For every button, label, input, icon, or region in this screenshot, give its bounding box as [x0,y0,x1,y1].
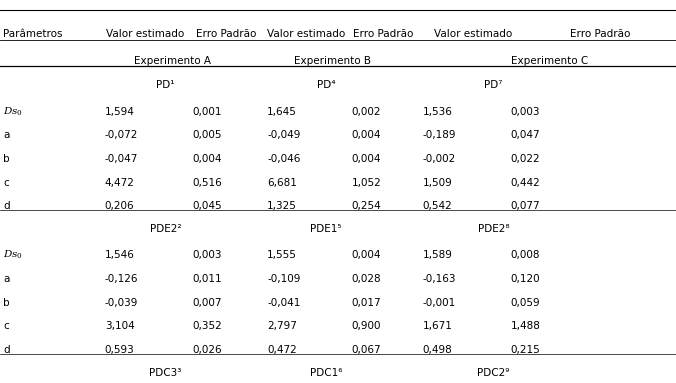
Text: 0,017: 0,017 [352,298,381,308]
Text: -0,126: -0,126 [105,274,139,284]
Text: Erro Padrão: Erro Padrão [196,29,257,39]
Text: a: a [3,274,9,284]
Text: 0,008: 0,008 [510,250,540,260]
Text: 0,352: 0,352 [193,321,222,331]
Text: PDC3³: PDC3³ [149,368,182,378]
Text: 1,052: 1,052 [352,178,381,188]
Text: -0,001: -0,001 [422,298,456,308]
Text: Parâmetros: Parâmetros [3,29,63,39]
Text: Valor estimado: Valor estimado [106,29,185,39]
Text: 0,067: 0,067 [352,345,381,355]
Text: Erro Padrão: Erro Padrão [354,29,414,39]
Text: 0,059: 0,059 [510,298,540,308]
Text: Experimento A: Experimento A [134,56,211,66]
Text: PDE2²: PDE2² [150,224,181,234]
Text: 6,681: 6,681 [267,178,297,188]
Text: 1,325: 1,325 [267,201,297,211]
Text: PDE2⁸: PDE2⁸ [478,224,509,234]
Text: 0,004: 0,004 [352,250,381,260]
Text: 0,011: 0,011 [193,274,222,284]
Text: PD⁷: PD⁷ [484,80,503,90]
Text: b: b [3,154,10,164]
Text: d: d [3,201,10,211]
Text: 1,488: 1,488 [510,321,540,331]
Text: -0,046: -0,046 [267,154,300,164]
Text: c: c [3,178,9,188]
Text: -0,041: -0,041 [267,298,300,308]
Text: 4,472: 4,472 [105,178,135,188]
Text: PDC2⁹: PDC2⁹ [477,368,510,378]
Text: 2,797: 2,797 [267,321,297,331]
Text: 1,536: 1,536 [422,106,452,116]
Text: 0,206: 0,206 [105,201,135,211]
Text: Experimento C: Experimento C [510,56,588,66]
Text: 1,671: 1,671 [422,321,452,331]
Text: -0,109: -0,109 [267,274,300,284]
Text: Valor estimado: Valor estimado [434,29,512,39]
Text: 0,593: 0,593 [105,345,135,355]
Text: 0,077: 0,077 [510,201,540,211]
Text: Valor estimado: Valor estimado [267,29,345,39]
Text: 1,594: 1,594 [105,106,135,116]
Text: 0,542: 0,542 [422,201,452,211]
Text: 0,900: 0,900 [352,321,381,331]
Text: 0,047: 0,047 [510,130,540,140]
Text: $Ds_{0}$: $Ds_{0}$ [3,249,23,262]
Text: a: a [3,130,9,140]
Text: -0,049: -0,049 [267,130,300,140]
Text: d: d [3,345,10,355]
Text: Erro Padrão: Erro Padrão [570,29,630,39]
Text: 0,002: 0,002 [352,106,381,116]
Text: 0,003: 0,003 [193,250,222,260]
Text: 0,004: 0,004 [352,130,381,140]
Text: 0,004: 0,004 [193,154,222,164]
Text: -0,189: -0,189 [422,130,456,140]
Text: 0,516: 0,516 [193,178,222,188]
Text: 0,045: 0,045 [193,201,222,211]
Text: 0,498: 0,498 [422,345,452,355]
Text: c: c [3,321,9,331]
Text: -0,039: -0,039 [105,298,138,308]
Text: -0,002: -0,002 [422,154,456,164]
Text: -0,072: -0,072 [105,130,138,140]
Text: -0,047: -0,047 [105,154,138,164]
Text: 0,003: 0,003 [510,106,540,116]
Text: PDC1⁶: PDC1⁶ [310,368,343,378]
Text: 1,555: 1,555 [267,250,297,260]
Text: PDE1⁵: PDE1⁵ [310,224,342,234]
Text: 0,472: 0,472 [267,345,297,355]
Text: 0,004: 0,004 [352,154,381,164]
Text: 0,001: 0,001 [193,106,222,116]
Text: 1,589: 1,589 [422,250,452,260]
Text: PD¹: PD¹ [156,80,175,90]
Text: 0,442: 0,442 [510,178,540,188]
Text: 0,215: 0,215 [510,345,540,355]
Text: 0,254: 0,254 [352,201,381,211]
Text: 0,022: 0,022 [510,154,540,164]
Text: PD⁴: PD⁴ [317,80,335,90]
Text: 1,509: 1,509 [422,178,452,188]
Text: $Ds_{0}$: $Ds_{0}$ [3,105,23,118]
Text: Experimento B: Experimento B [295,56,371,66]
Text: 3,104: 3,104 [105,321,135,331]
Text: 0,005: 0,005 [193,130,222,140]
Text: 1,645: 1,645 [267,106,297,116]
Text: b: b [3,298,10,308]
Text: 0,007: 0,007 [193,298,222,308]
Text: 0,026: 0,026 [193,345,222,355]
Text: 0,028: 0,028 [352,274,381,284]
Text: 0,120: 0,120 [510,274,540,284]
Text: -0,163: -0,163 [422,274,456,284]
Text: 1,546: 1,546 [105,250,135,260]
